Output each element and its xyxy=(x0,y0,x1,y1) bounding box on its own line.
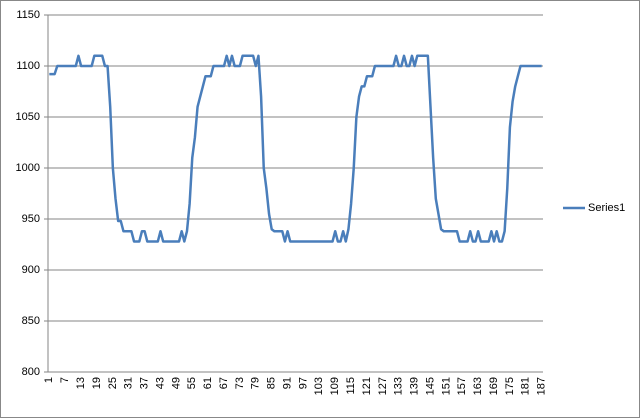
y-tick-label: 900 xyxy=(22,264,40,276)
x-tick-label: 25 xyxy=(107,377,119,389)
y-tick-label: 1100 xyxy=(16,60,40,72)
y-tick-label: 1150 xyxy=(16,9,40,21)
x-tick-label: 85 xyxy=(266,377,278,389)
x-tick-label: 163 xyxy=(472,377,484,395)
x-tick-label: 103 xyxy=(313,377,325,395)
x-tick-label: 121 xyxy=(361,377,373,395)
x-tick-label: 181 xyxy=(520,377,532,395)
x-tick-label: 73 xyxy=(234,377,246,389)
x-tick-label: 97 xyxy=(297,377,309,389)
y-tick-label: 1000 xyxy=(16,162,40,174)
x-tick-label: 19 xyxy=(91,377,103,389)
x-tick-label: 139 xyxy=(409,377,421,395)
x-tick-label: 133 xyxy=(393,377,405,395)
y-tick-label: 850 xyxy=(22,315,40,327)
x-tick-label: 49 xyxy=(170,377,182,389)
x-tick-label: 187 xyxy=(536,377,548,395)
x-tick-label: 151 xyxy=(440,377,452,395)
x-tick-label: 79 xyxy=(250,377,262,389)
x-tick-label: 115 xyxy=(345,377,357,395)
series-line xyxy=(49,54,542,243)
x-tick-label: 109 xyxy=(329,377,341,395)
x-tick-label: 55 xyxy=(186,377,198,389)
x-tick-label: 13 xyxy=(75,377,87,389)
legend-label: Series1 xyxy=(588,202,625,214)
x-tick-label: 31 xyxy=(123,377,135,389)
x-tick-label: 1 xyxy=(43,377,55,383)
x-tick-label: 145 xyxy=(424,377,436,395)
y-tick-label: 1050 xyxy=(16,111,40,123)
x-tick-label: 37 xyxy=(139,377,151,389)
x-tick-label: 169 xyxy=(488,377,500,395)
y-tick-label: 800 xyxy=(22,366,40,378)
y-tick-label: 950 xyxy=(22,213,40,225)
x-tick-label: 127 xyxy=(377,377,389,395)
x-tick-label: 43 xyxy=(154,377,166,389)
x-tick-label: 61 xyxy=(202,377,214,389)
x-tick-label: 91 xyxy=(281,377,293,389)
x-tick-label: 67 xyxy=(218,377,230,389)
x-tick-label: 157 xyxy=(456,377,468,395)
x-tick-label: 7 xyxy=(59,377,71,383)
x-tick-label: 175 xyxy=(504,377,516,395)
